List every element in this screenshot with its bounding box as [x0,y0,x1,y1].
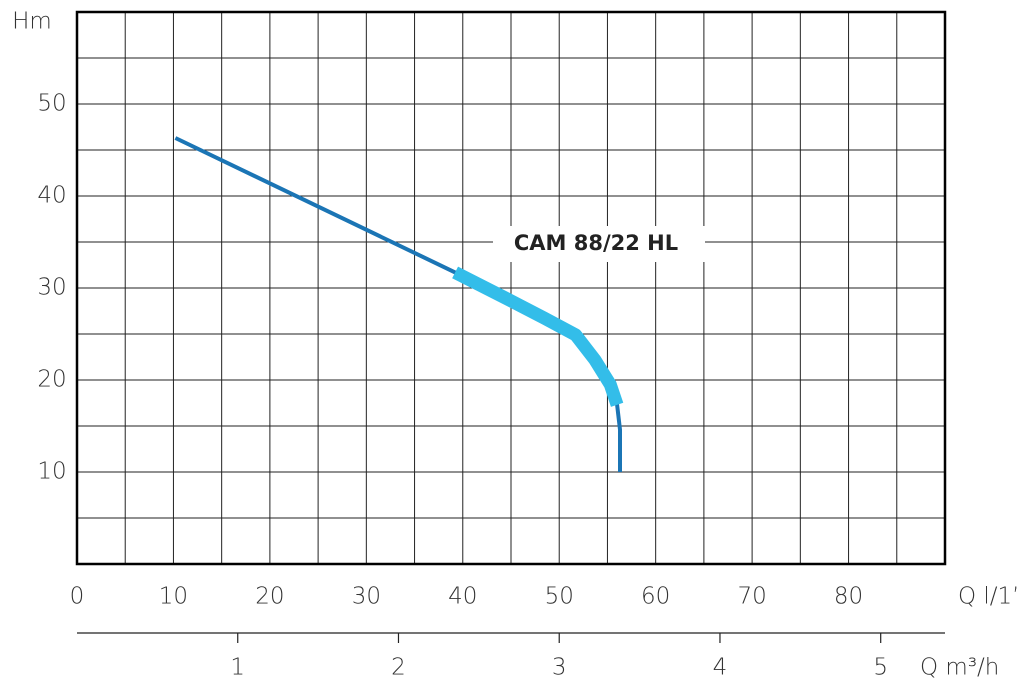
annotation: CAM 88/22 HL [514,231,678,255]
x-tick-label: 30 [352,584,381,610]
y-tick-label: 30 [37,275,66,301]
x-tick-label: 60 [641,584,670,610]
y-tick-label: 40 [37,183,66,209]
x2-tick-label: 3 [552,655,567,681]
x-tick-label: 70 [737,584,766,610]
y-tick-label: 10 [37,459,66,485]
x-tick-label: 0 [70,584,85,610]
x2-axis-label: Q m³/h [920,655,999,681]
x2-tick-label: 2 [391,655,406,681]
x2-tick-label: 1 [230,655,245,681]
y-axis-label: Hm [12,9,52,35]
x-axis-label: Q l/1’ [958,584,1020,610]
y-tick-label: 50 [37,91,66,117]
annotation-bg [493,226,705,262]
curve [452,266,624,407]
plot-frame [75,10,947,566]
x-tick-label: 80 [834,584,863,610]
x-tick-label: 40 [448,584,477,610]
x2-tick-label: 4 [713,655,728,681]
x2-tick-label: 5 [873,655,888,681]
y-tick-label: 20 [37,367,66,393]
x-tick-label: 20 [255,584,284,610]
x-tick-label: 10 [159,584,188,610]
curve [174,136,622,472]
x-tick-label: 50 [545,584,574,610]
